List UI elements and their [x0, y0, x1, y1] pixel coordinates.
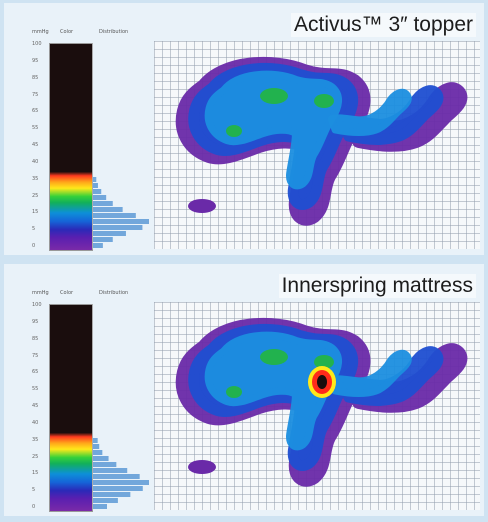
distribution-histogram: [93, 177, 149, 248]
scale-tick-label: 25: [32, 192, 39, 199]
scale-tick-label: 35: [32, 436, 39, 443]
pressure-body-shape: [175, 317, 468, 487]
panel-activus-topper: Activus™ 3″ topper mmHg Color Distributi…: [4, 3, 484, 255]
distribution-bar: [93, 486, 143, 491]
distribution-bar: [93, 438, 98, 443]
scale-ticks: 100 95 85 75 65 55 45 40 35 25 15 5 0: [32, 302, 46, 512]
pressure-hot-spot: [226, 125, 242, 137]
scale-tick-label: 55: [32, 125, 39, 132]
scale-tick-label: 85: [32, 74, 39, 81]
color-scale-bar: [49, 304, 93, 512]
pressure-heatmap: [175, 56, 468, 226]
distribution-bar: [93, 177, 97, 182]
distribution-bar: [93, 201, 113, 206]
scale-tick-label: 75: [32, 91, 39, 98]
scale-tick-label: 45: [32, 403, 39, 409]
pressure-hot-spot: [260, 349, 288, 365]
distribution-bar: [93, 504, 107, 509]
scale-tick-label: 35: [32, 175, 39, 182]
scale-tick-label: 100: [32, 41, 42, 47]
legend-header-mmhg: mmHg: [32, 290, 49, 296]
pressure-spot-head: [188, 460, 216, 474]
panel-title: Innerspring mattress: [278, 274, 476, 298]
scale-tick-label: 0: [32, 504, 36, 510]
distribution-bar: [93, 456, 109, 461]
distribution-bar: [93, 231, 126, 236]
scale-tick-label: 75: [32, 352, 39, 359]
distribution-bar: [93, 492, 131, 497]
pressure-contour: [204, 331, 342, 451]
scale-tick-label: 95: [32, 57, 39, 64]
scale-tick-label: 65: [32, 369, 39, 376]
distribution-bar: [93, 444, 100, 449]
panel-title: Activus™ 3″ topper: [290, 13, 476, 37]
color-scale-bar: [49, 43, 93, 251]
scale-tick-label: 55: [32, 386, 39, 393]
pressure-contour: [204, 70, 342, 190]
distribution-axis: [92, 304, 93, 510]
legend-header-color: Color: [60, 290, 74, 296]
legend-header-distribution: Distribution: [99, 29, 129, 35]
scale-tick-label: 65: [32, 108, 39, 115]
scale-tick-label: 45: [32, 142, 39, 148]
distribution-bar: [93, 498, 118, 503]
scale-ticks: 100 95 85 75 65 55 45 40 35 25 15 5 0: [32, 41, 46, 251]
pressure-hot-spot: [260, 88, 288, 104]
legend-header-color: Color: [60, 29, 74, 35]
distribution-bar: [93, 462, 117, 467]
pressure-hot-spot: [314, 94, 334, 108]
scale-tick-label: 40: [32, 419, 39, 426]
pressure-contour: [327, 88, 412, 137]
distribution-bar: [93, 474, 140, 479]
distribution-bar: [93, 237, 113, 242]
scale-tick-label: 0: [32, 243, 36, 249]
legend-header-mmhg: mmHg: [32, 29, 49, 35]
pressure-peak-spot: [317, 375, 327, 389]
distribution-bar: [93, 243, 103, 248]
distribution-bar: [93, 480, 149, 485]
distribution-axis: [92, 43, 93, 249]
distribution-bar: [93, 183, 98, 188]
distribution-histogram: [93, 438, 149, 509]
pressure-heatmap: [175, 317, 468, 487]
pressure-body-shape: [175, 56, 468, 226]
pressure-spot-head: [188, 199, 216, 213]
distribution-bar: [93, 213, 136, 218]
scale-tick-label: 95: [32, 318, 39, 325]
scale-tick-label: 5: [32, 226, 36, 233]
scale-tick-label: 25: [32, 453, 39, 460]
pressure-contour: [327, 349, 412, 398]
distribution-bar: [93, 450, 103, 455]
pressure-hot-spot: [226, 386, 242, 398]
scale-tick-label: 15: [32, 470, 39, 477]
distribution-bar: [93, 219, 149, 224]
scale-tick-label: 40: [32, 158, 39, 165]
distribution-bar: [93, 195, 107, 200]
scale-tick-label: 5: [32, 487, 36, 494]
distribution-bar: [93, 207, 123, 212]
distribution-bar: [93, 189, 102, 194]
distribution-bar: [93, 225, 143, 230]
scale-tick-label: 100: [32, 302, 42, 308]
scale-tick-label: 85: [32, 335, 39, 342]
scale-tick-label: 15: [32, 209, 39, 216]
legend-header-distribution: Distribution: [99, 290, 129, 296]
distribution-bar: [93, 468, 128, 473]
pressure-hot-spot: [314, 355, 334, 369]
panel-innerspring-mattress: Innerspring mattress mmHg Color Distribu…: [4, 264, 484, 516]
